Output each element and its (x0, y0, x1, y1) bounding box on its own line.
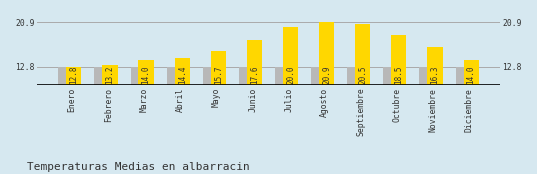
Bar (247, 40, 262, 85)
Bar (383, 67, 395, 85)
Bar (419, 67, 431, 85)
Text: 13.2: 13.2 (105, 65, 114, 84)
Text: 12.8: 12.8 (69, 65, 78, 84)
Bar (319, 22, 334, 85)
Text: 16.3: 16.3 (431, 65, 439, 84)
Text: 15.7: 15.7 (214, 65, 223, 84)
Bar (203, 67, 214, 85)
Bar (355, 24, 371, 85)
Bar (311, 67, 323, 85)
Bar (427, 48, 442, 85)
Bar (175, 58, 190, 85)
Text: 14.0: 14.0 (467, 65, 476, 84)
Bar (283, 27, 298, 85)
Bar (347, 67, 359, 85)
Text: 14.4: 14.4 (178, 65, 187, 84)
Text: Temperaturas Medias en albarracin: Temperaturas Medias en albarracin (27, 162, 250, 172)
Text: 20.9: 20.9 (322, 65, 331, 84)
Bar (130, 67, 142, 85)
Text: 17.6: 17.6 (250, 65, 259, 84)
Bar (211, 51, 226, 85)
Bar (275, 67, 287, 85)
Text: 14.0: 14.0 (142, 65, 150, 84)
Bar (455, 67, 467, 85)
Bar (139, 60, 154, 85)
Bar (95, 67, 106, 85)
Text: 20.0: 20.0 (286, 65, 295, 84)
Bar (103, 65, 118, 85)
Text: 20.5: 20.5 (358, 65, 367, 84)
Bar (391, 35, 407, 85)
Bar (66, 67, 82, 85)
Text: 18.5: 18.5 (394, 65, 403, 84)
Bar (239, 67, 250, 85)
Bar (463, 60, 478, 85)
Bar (59, 67, 70, 85)
Bar (166, 67, 178, 85)
